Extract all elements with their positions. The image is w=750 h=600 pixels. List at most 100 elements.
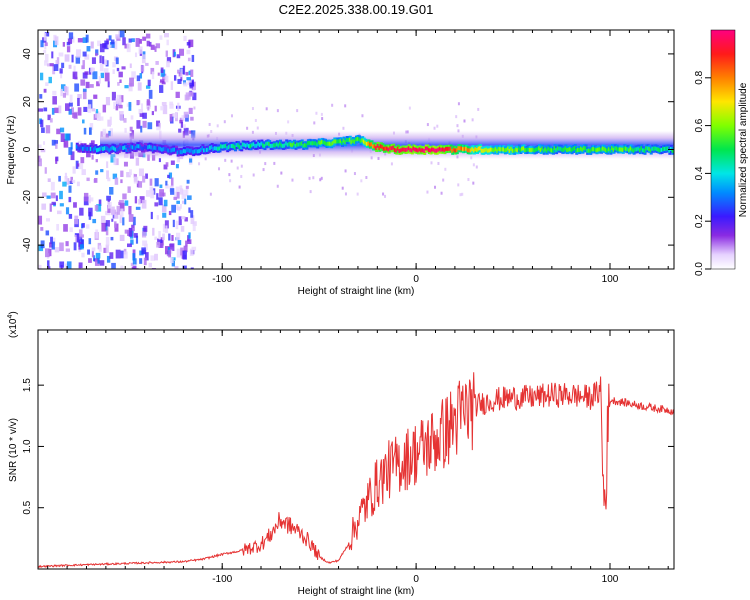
ridge-cell [624, 146, 628, 151]
ridge-cell [238, 144, 242, 149]
ridge-cell [426, 146, 430, 151]
noise-speckle [240, 164, 243, 168]
noise-speckle [185, 240, 188, 247]
ridge-cell [669, 146, 673, 151]
ridge-cell [525, 148, 529, 153]
noise-speckle [148, 262, 152, 268]
ridge-cell [285, 141, 289, 146]
noise-speckle [437, 161, 440, 165]
ridge-cell [379, 144, 383, 149]
noise-speckle [51, 107, 55, 115]
noise-speckle [165, 180, 168, 186]
noise-speckle [105, 227, 109, 236]
noise-speckle [55, 60, 59, 68]
noise-speckle [55, 143, 58, 149]
noise-speckle [143, 257, 147, 266]
noise-speckle [131, 266, 137, 269]
noise-speckle [180, 76, 183, 82]
noise-speckle [63, 224, 68, 232]
noise-speckle [77, 107, 82, 116]
noise-speckle [77, 97, 80, 107]
ridge-cell [503, 148, 507, 153]
noise-speckle [94, 178, 98, 183]
ridge-cell [224, 143, 228, 148]
ridge-cell [586, 148, 590, 153]
ridge-cell [144, 144, 148, 149]
ridge-cell [364, 140, 368, 145]
noise-speckle [158, 158, 161, 163]
noise-speckle [69, 94, 73, 103]
noise-speckle [177, 69, 180, 74]
noise-speckle [102, 104, 107, 113]
ridge-cell [130, 144, 134, 149]
ridge-cell [409, 147, 413, 152]
ridge-cell [291, 143, 295, 148]
noise-speckle [321, 117, 324, 121]
noise-speckle [45, 230, 50, 236]
noise-speckle [170, 177, 174, 187]
noise-speckle [155, 61, 159, 65]
noise-speckle [390, 162, 393, 166]
ridge-cell [94, 146, 98, 151]
noise-speckle [52, 96, 57, 105]
noise-speckle [39, 94, 43, 99]
ridge-cell [355, 137, 358, 142]
ridge-cell [232, 144, 236, 149]
noise-speckle [47, 266, 51, 269]
ridge-cell [283, 143, 287, 148]
ridge-cell [452, 147, 456, 152]
noise-speckle [54, 247, 60, 253]
ridge-cell [596, 147, 600, 152]
noise-speckle [98, 199, 102, 207]
ridge-cell [559, 146, 563, 151]
noise-speckle [68, 196, 72, 203]
noise-speckle [103, 68, 109, 73]
ridge-cell [103, 146, 107, 151]
noise-speckle [60, 88, 63, 97]
ridge-cell [323, 140, 327, 145]
noise-speckle [160, 69, 166, 77]
noise-speckle [87, 104, 92, 113]
ridge-cell [106, 146, 110, 151]
noise-speckle [99, 63, 104, 72]
ridge-cell [645, 146, 649, 151]
ridge-cell [465, 146, 469, 151]
noise-speckle [51, 201, 56, 206]
noise-speckle [126, 43, 131, 53]
ridge-cell [500, 147, 504, 152]
noise-speckle [79, 244, 84, 250]
noise-speckle [59, 127, 65, 133]
ridge-cell [561, 147, 565, 152]
ridge-cell [339, 139, 343, 144]
noise-speckle [475, 165, 478, 169]
ridge-cell [362, 139, 366, 144]
ridge-cell [306, 141, 310, 146]
ridge-cell [418, 147, 422, 152]
ridge-cell [275, 142, 279, 147]
ridge-cell [494, 147, 498, 152]
ridge-cell [351, 138, 355, 143]
noise-speckle [80, 236, 83, 241]
ridge-cell [109, 146, 113, 151]
noise-speckle [56, 210, 62, 215]
noise-speckle [74, 215, 79, 225]
noise-speckle [110, 206, 115, 216]
ridge-cell [384, 146, 388, 151]
ridge-cell [413, 147, 417, 152]
noise-speckle [65, 241, 69, 247]
noise-speckle [149, 41, 152, 47]
noise-speckle [331, 103, 334, 107]
noise-speckle [61, 62, 65, 69]
noise-speckle [65, 103, 70, 111]
ridge-cell [344, 140, 348, 145]
noise-speckle [56, 128, 61, 135]
ridge-cell [198, 149, 202, 154]
noise-speckle [81, 65, 84, 70]
ridge-cell [372, 144, 376, 149]
ridge-cell [88, 146, 92, 151]
noise-speckle [68, 185, 72, 193]
ridge-cell [420, 148, 424, 153]
ridge-cell [483, 148, 487, 153]
noise-speckle [262, 168, 265, 172]
noise-speckle [104, 210, 108, 215]
